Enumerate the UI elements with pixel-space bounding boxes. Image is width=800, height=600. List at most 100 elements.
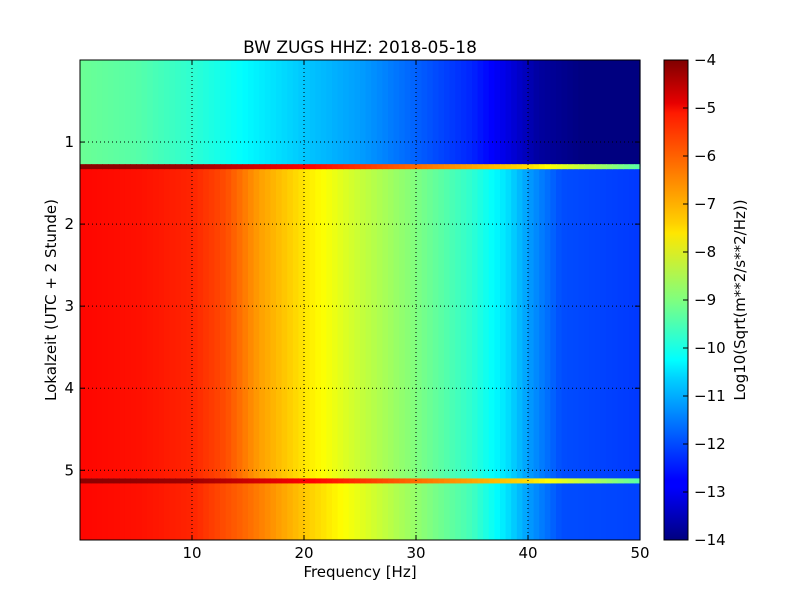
- heatmap-cell: [337, 60, 344, 167]
- heatmap-cell: [572, 478, 579, 540]
- heatmap-band-cell: [348, 478, 355, 484]
- heatmap-cell: [348, 478, 355, 540]
- heatmap-band-cell: [533, 164, 540, 170]
- heatmap-band-cell: [354, 164, 361, 170]
- heatmap-band-cell: [371, 164, 378, 170]
- heatmap-cell: [460, 478, 467, 540]
- heatmap-cell: [472, 478, 479, 540]
- heatmap-cell: [511, 60, 518, 167]
- heatmap-cell: [119, 478, 126, 540]
- heatmap-cell: [147, 478, 154, 540]
- heatmap-cell: [253, 478, 260, 540]
- heatmap-band-cell: [80, 478, 87, 484]
- heatmap-cell: [259, 166, 266, 479]
- heatmap-cell: [477, 60, 484, 167]
- heatmap-cell: [264, 60, 271, 167]
- heatmap-cell: [427, 478, 434, 540]
- y-tick-label: 5: [64, 461, 74, 479]
- x-axis-label: Frequency [Hz]: [303, 563, 416, 581]
- heatmap-cell: [455, 478, 462, 540]
- heatmap-cell: [388, 166, 395, 479]
- heatmap-cell: [276, 60, 283, 167]
- heatmap-band-cell: [124, 478, 131, 484]
- heatmap-cell: [326, 166, 333, 479]
- heatmap-cell: [500, 60, 507, 167]
- heatmap-band-cell: [460, 164, 467, 170]
- heatmap-cell: [136, 166, 143, 479]
- heatmap-cell: [180, 166, 187, 479]
- heatmap-cell: [320, 478, 327, 540]
- heatmap-cell: [578, 166, 585, 479]
- heatmap-cell: [130, 60, 137, 167]
- heatmap-cell: [505, 166, 512, 479]
- heatmap-cell: [85, 60, 92, 167]
- heatmap-band-cell: [600, 164, 607, 170]
- heatmap-cell: [225, 60, 232, 167]
- heatmap-cell: [175, 478, 182, 540]
- heatmap-band-cell: [623, 478, 630, 484]
- heatmap-cell: [567, 60, 574, 167]
- heatmap-band-cell: [539, 164, 546, 170]
- heatmap-band-cell: [270, 478, 277, 484]
- heatmap-band-cell: [141, 164, 148, 170]
- y-tick-label: 4: [64, 379, 74, 397]
- heatmap-band-cell: [259, 478, 266, 484]
- heatmap-cell: [371, 478, 378, 540]
- heatmap-cell: [477, 478, 484, 540]
- x-tick-label: 40: [518, 544, 537, 562]
- heatmap-cell: [326, 60, 333, 167]
- heatmap-cell: [220, 478, 227, 540]
- heatmap-cell: [494, 478, 501, 540]
- heatmap-band-cell: [455, 478, 462, 484]
- heatmap-band-cell: [438, 164, 445, 170]
- heatmap-band-cell: [320, 478, 327, 484]
- heatmap-cell: [483, 60, 490, 167]
- heatmap-cell: [276, 478, 283, 540]
- heatmap-cell: [320, 166, 327, 479]
- heatmap-band-cell: [550, 478, 557, 484]
- heatmap-band-cell: [634, 478, 641, 484]
- heatmap-cell: [348, 166, 355, 479]
- heatmap-cell: [399, 478, 406, 540]
- heatmap-band-cell: [466, 478, 473, 484]
- heatmap-band-cell: [147, 164, 154, 170]
- heatmap-band-cell: [567, 478, 574, 484]
- heatmap-cell: [113, 478, 120, 540]
- heatmap-cell: [158, 478, 165, 540]
- heatmap-cell: [343, 60, 350, 167]
- heatmap-cell: [203, 166, 210, 479]
- heatmap-band-cell: [623, 164, 630, 170]
- heatmap-band-cell: [365, 478, 372, 484]
- heatmap-cell: [192, 60, 199, 167]
- heatmap-cell: [147, 166, 154, 479]
- heatmap-cell: [388, 60, 395, 167]
- heatmap-cell: [472, 60, 479, 167]
- heatmap-band-cell: [203, 478, 210, 484]
- heatmap-band-cell: [460, 478, 467, 484]
- heatmap-cell: [444, 60, 451, 167]
- heatmap-cell: [96, 478, 103, 540]
- heatmap-cell: [516, 478, 523, 540]
- heatmap-cell: [186, 60, 193, 167]
- heatmap-band-cell: [309, 164, 316, 170]
- heatmap-band-cell: [152, 478, 159, 484]
- heatmap-cell: [270, 60, 277, 167]
- heatmap-cell: [136, 478, 143, 540]
- heatmap-band-cell: [108, 478, 115, 484]
- heatmap-band-cell: [264, 164, 271, 170]
- heatmap-cell: [147, 60, 154, 167]
- heatmap-cell: [315, 166, 322, 479]
- x-axis-ticks: 10 20 30 40 50: [182, 60, 650, 562]
- heatmap-cell: [348, 60, 355, 167]
- heatmap-cell: [500, 166, 507, 479]
- heatmap-band-cell: [365, 164, 372, 170]
- heatmap-band-cell: [584, 164, 591, 170]
- heatmap-cells: [80, 60, 641, 540]
- heatmap-cell: [376, 166, 383, 479]
- heatmap-band-cell: [404, 164, 411, 170]
- heatmap-cell: [332, 478, 339, 540]
- heatmap-cell: [416, 166, 423, 479]
- chart-title: BW ZUGS HHZ: 2018-05-18: [243, 38, 477, 58]
- heatmap-cell: [292, 166, 299, 479]
- colorbar-tick-label: −9: [694, 291, 716, 309]
